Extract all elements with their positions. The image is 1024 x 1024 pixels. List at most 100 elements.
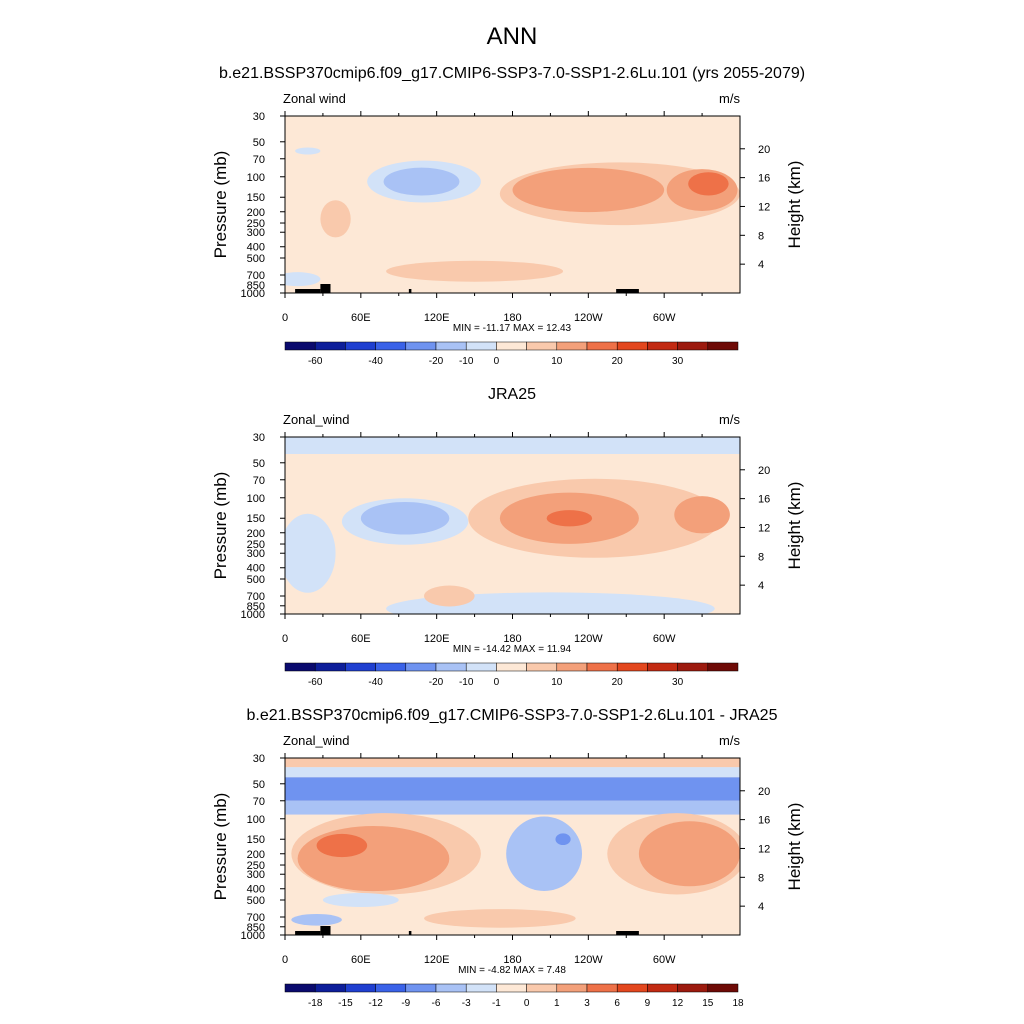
colorbar-box (345, 662, 376, 672)
height-tick-label: 4 (758, 580, 764, 592)
height-tick-label: 12 (758, 522, 770, 534)
colorbar-label: 6 (614, 998, 620, 1009)
colorbar-box (375, 662, 407, 672)
colorbar-label: -18 (308, 998, 323, 1009)
contour-region (297, 826, 450, 892)
height-tick-label: 20 (758, 786, 770, 798)
height-tick-label: 16 (758, 494, 770, 506)
colorbar-label: 10 (551, 356, 563, 367)
colorbar-label: -12 (368, 998, 383, 1009)
contour-region (291, 913, 342, 926)
y-tick-label: 300 (247, 869, 265, 881)
colorbar-label: 20 (612, 677, 624, 688)
contour-band (285, 800, 740, 815)
contour-region (638, 821, 740, 887)
colorbar-box (496, 662, 527, 672)
contour-region (506, 816, 583, 891)
y-tick-label: 150 (247, 513, 265, 525)
colorbar-label: -40 (368, 677, 383, 688)
colorbar-box (496, 983, 527, 993)
colorbar-label: 20 (612, 356, 624, 367)
colorbar-box (435, 662, 467, 672)
y-axis-label: Pressure (mb) (211, 472, 230, 580)
y-tick-label: 400 (247, 242, 265, 254)
y-tick-label: 100 (247, 814, 265, 826)
panel-1: b.e21.BSSP370cmip6.f09_g17.CMIP6-SSP3-7.… (211, 65, 805, 367)
height-tick-label: 12 (758, 843, 770, 855)
y-tick-label: 400 (247, 884, 265, 896)
colorbar-box (556, 983, 588, 993)
colorbar-label: 1 (554, 998, 560, 1009)
colorbar-box (707, 662, 739, 672)
y-tick-label: 400 (247, 563, 265, 575)
contour-region (555, 833, 571, 846)
height-tick-label: 4 (758, 901, 764, 913)
y-tick-label: 500 (247, 574, 265, 586)
variable-label: Zonal_wind (283, 412, 350, 427)
topography-mask (295, 289, 321, 293)
colorbar-label: -10 (459, 356, 474, 367)
colorbar-box (556, 662, 588, 672)
colorbar-label: -1 (492, 998, 501, 1009)
colorbar-box (586, 983, 618, 993)
y-tick-label: 250 (247, 218, 265, 230)
colorbar-box (314, 341, 346, 351)
colorbar-box (435, 341, 467, 351)
contour-region (285, 272, 321, 287)
stats-label: MIN = -11.17 MAX = 12.43 (453, 323, 572, 334)
x-tick-label: 60W (653, 954, 676, 966)
colorbar-box (616, 983, 648, 993)
colorbar-box (284, 983, 316, 993)
colorbar-label: 30 (672, 677, 684, 688)
y-axis-label-right: Height (km) (785, 161, 804, 249)
y-tick-label: 1000 (241, 609, 265, 621)
contour-field (285, 758, 740, 935)
y-tick-label: 30 (253, 432, 265, 444)
y-tick-label: 500 (247, 895, 265, 907)
contour-region (386, 260, 564, 282)
units-label: m/s (719, 91, 740, 106)
contour-region (674, 496, 730, 534)
colorbar-box (556, 341, 588, 351)
colorbar-label: 10 (551, 677, 563, 688)
colorbar-box (345, 983, 376, 993)
colorbar-box (677, 983, 709, 993)
colorbar-box (375, 341, 407, 351)
colorbar-box (586, 341, 618, 351)
variable-label: Zonal wind (283, 91, 346, 106)
x-tick-label: 0 (282, 954, 288, 966)
y-tick-label: 200 (247, 849, 265, 861)
contour-region (316, 833, 368, 858)
colorbar-box (465, 662, 497, 672)
contour-region (424, 909, 576, 928)
x-tick-label: 120E (424, 633, 450, 645)
height-tick-label: 8 (758, 872, 764, 884)
colorbar-box (314, 662, 346, 672)
x-tick-label: 60E (351, 633, 371, 645)
y-tick-label: 500 (247, 253, 265, 265)
y-tick-label: 850 (247, 280, 265, 292)
y-tick-label: 50 (253, 458, 265, 470)
colorbar-box (647, 341, 678, 351)
x-tick-label: 0 (282, 312, 288, 324)
colorbar-box (526, 983, 558, 993)
colorbar-box (405, 983, 437, 993)
height-tick-label: 16 (758, 815, 770, 827)
height-tick-label: 4 (758, 259, 764, 271)
y-axis-label-right: Height (km) (785, 803, 804, 891)
colorbar-box (586, 662, 618, 672)
stats-label: MIN = -4.82 MAX = 7.48 (458, 965, 566, 976)
height-tick-label: 16 (758, 173, 770, 185)
colorbar-box (435, 983, 467, 993)
colorbar-label: 30 (672, 356, 684, 367)
y-tick-label: 70 (253, 475, 265, 487)
height-tick-label: 20 (758, 144, 770, 156)
panel-title: b.e21.BSSP370cmip6.f09_g17.CMIP6-SSP3-7.… (219, 65, 805, 82)
y-tick-label: 70 (253, 796, 265, 808)
colorbar-box (647, 983, 678, 993)
y-axis-label: Pressure (mb) (211, 793, 230, 901)
panel-title: JRA25 (488, 386, 536, 403)
colorbar-box (616, 662, 648, 672)
colorbar-box (314, 983, 346, 993)
colorbar-label: -6 (432, 998, 441, 1009)
